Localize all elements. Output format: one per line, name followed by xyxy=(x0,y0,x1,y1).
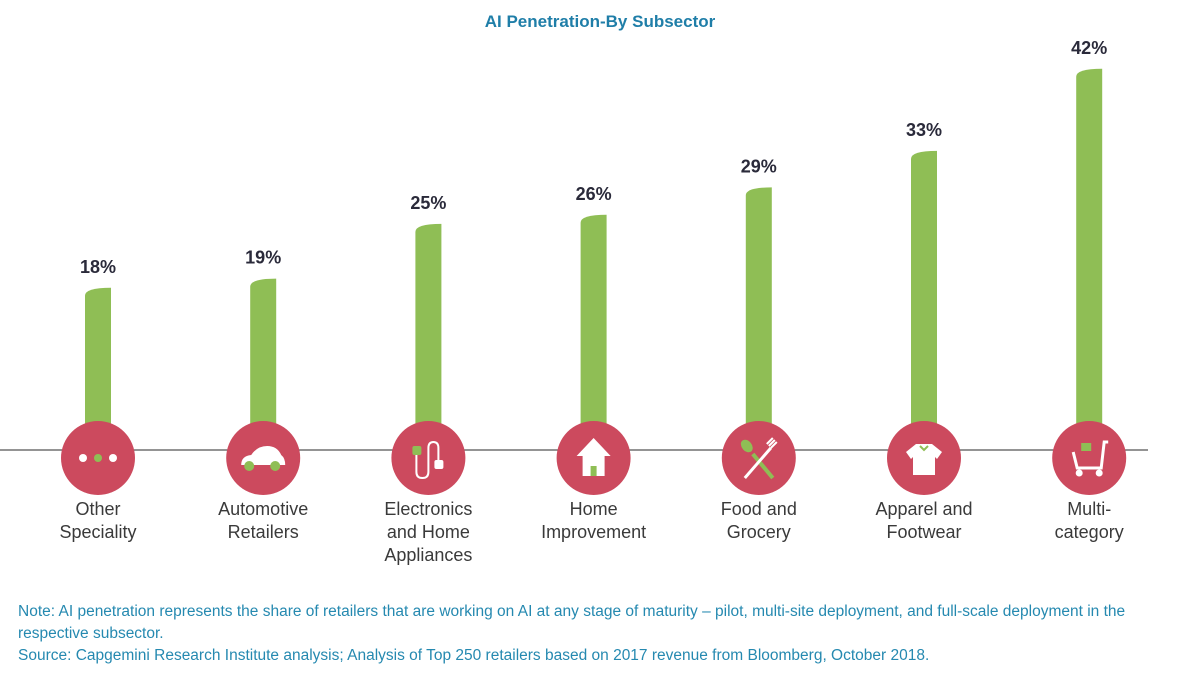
house-icon xyxy=(556,421,631,495)
bar xyxy=(250,278,277,452)
bar xyxy=(911,150,937,452)
data-label: 26% xyxy=(576,184,612,204)
bar xyxy=(745,187,772,452)
data-label: 18% xyxy=(80,257,116,277)
category-label: Other Speciality xyxy=(59,499,137,542)
data-label: 19% xyxy=(245,248,281,268)
bar xyxy=(580,214,607,452)
spoon-fork-icon xyxy=(721,421,796,495)
notes: Note: AI penetration represents the shar… xyxy=(18,601,1138,667)
category-label: Food and Grocery xyxy=(720,499,797,542)
category-label: Electronics and Home Appliances xyxy=(384,499,473,565)
data-label: 25% xyxy=(410,193,446,213)
data-label: 29% xyxy=(741,156,777,176)
dots-icon xyxy=(61,421,135,495)
car-icon xyxy=(226,421,301,495)
note-text: Note: AI penetration represents the shar… xyxy=(18,603,1126,642)
bar xyxy=(1076,68,1103,452)
shirt-icon xyxy=(887,421,961,495)
data-label: 42% xyxy=(1071,38,1107,58)
bar xyxy=(85,287,111,452)
category-label: Apparel and Footwear xyxy=(875,499,973,542)
plug-icon xyxy=(391,421,466,495)
bar xyxy=(415,223,442,452)
cart-icon xyxy=(1052,421,1127,495)
category-label: Automotive Retailers xyxy=(218,499,309,542)
chart-title: AI Penetration-By Subsector xyxy=(484,12,716,31)
category-label: Multi-category xyxy=(1054,499,1124,542)
category-label: Home Improvement xyxy=(541,499,647,542)
data-label: 33% xyxy=(906,120,942,140)
source-text: Source: Capgemini Research Institute ana… xyxy=(18,647,930,664)
